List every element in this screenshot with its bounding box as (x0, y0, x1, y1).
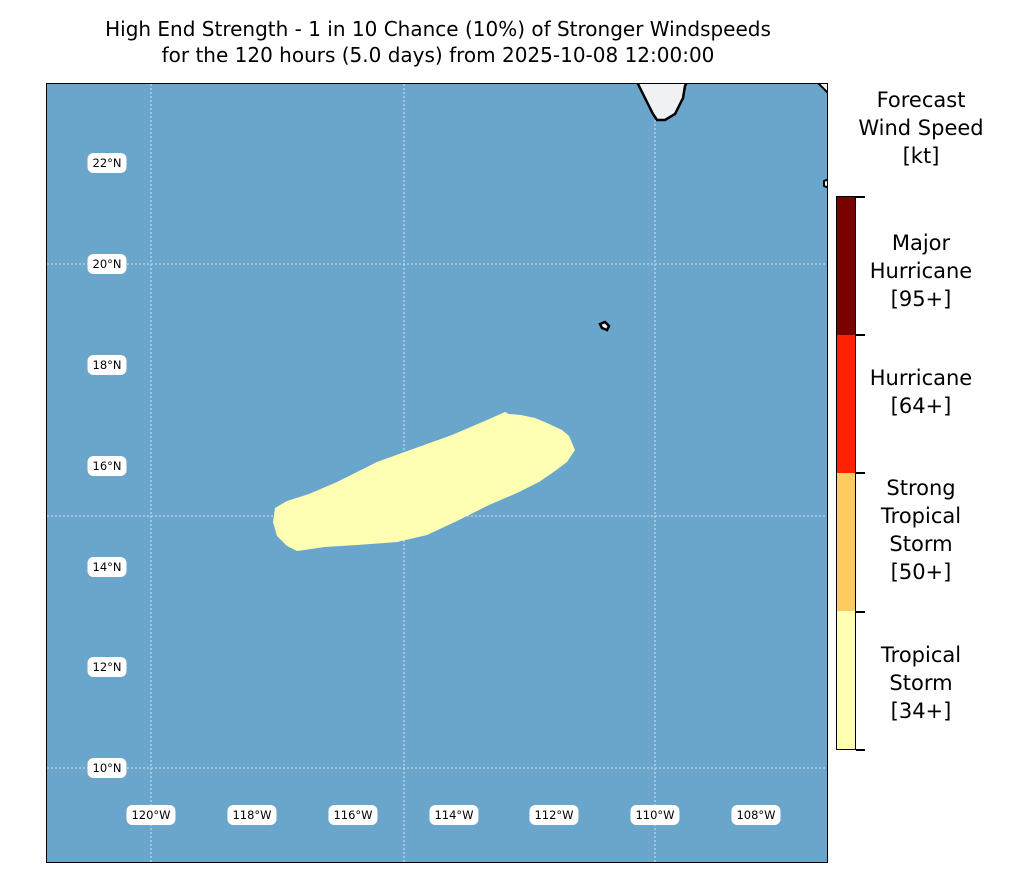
colorbar-label-line: Hurricane (869, 259, 973, 283)
lat-label-16n: 16°N (87, 456, 127, 476)
map-title-line-1: High End Strength - 1 in 10 Chance (10%)… (105, 17, 771, 41)
colorbar-label-line: Tropical (880, 643, 962, 667)
colorbar-tick (856, 196, 865, 198)
colorbar-label-major-hurricane: Major Hurricane [95+] (836, 229, 1006, 313)
colorbar-title: Forecast Wind Speed [kt] (836, 86, 1006, 170)
colorbar-label-hurricane: Hurricane [64+] (836, 364, 1006, 420)
lat-label-14n: 14°N (87, 557, 127, 577)
land-baja-california-tip (636, 84, 688, 122)
colorbar-label-line: Strong (886, 476, 956, 500)
wind-swath-tropical-storm (273, 412, 575, 551)
land-isla-socorro (598, 320, 611, 332)
lat-label-20n: 20°N (87, 254, 127, 274)
lat-label-18n: 18°N (87, 355, 127, 375)
lon-label-120w: 120°W (126, 805, 176, 825)
colorbar-label-line: Major (891, 231, 951, 255)
colorbar-title-line-1: Forecast (876, 88, 966, 112)
map-canvas (47, 84, 827, 862)
lat-label-12n: 12°N (87, 657, 127, 677)
land-mexico-mainland (817, 84, 827, 94)
colorbar-tick (856, 749, 865, 751)
colorbar-label-strong-tropical-storm: Strong Tropical Storm [50+] (836, 474, 1006, 586)
colorbar-tick (856, 611, 865, 613)
colorbar (836, 196, 856, 750)
land-coast-fragment (823, 178, 827, 189)
lon-label-116w: 116°W (328, 805, 378, 825)
lon-label-112w: 112°W (529, 805, 579, 825)
colorbar-label-line: [95+] (890, 287, 952, 311)
colorbar-title-line-3: [kt] (902, 144, 940, 168)
colorbar-tick (856, 334, 865, 336)
colorbar-label-line: Storm (889, 532, 953, 556)
colorbar-label-line: [34+] (890, 699, 952, 723)
lat-label-10n: 10°N (87, 758, 127, 778)
colorbar-label-line: [64+] (890, 394, 952, 418)
lat-label-22n: 22°N (87, 153, 127, 173)
colorbar-segment-major-hurricane (837, 197, 855, 335)
lon-label-110w: 110°W (630, 805, 680, 825)
colorbar-title-line-2: Wind Speed (858, 116, 984, 140)
colorbar-segment-strong-tropical-storm (837, 473, 855, 611)
lon-label-118w: 118°W (227, 805, 277, 825)
colorbar-segment-tropical-storm (837, 611, 855, 749)
colorbar-label-line: Storm (889, 671, 953, 695)
map-title: High End Strength - 1 in 10 Chance (10%)… (0, 16, 876, 68)
colorbar-label-tropical-storm: Tropical Storm [34+] (836, 641, 1006, 725)
colorbar-segment-hurricane (837, 335, 855, 473)
colorbar-label-line: [50+] (890, 560, 952, 584)
map-title-line-2: for the 120 hours (5.0 days) from 2025-1… (161, 43, 715, 67)
lon-label-108w: 108°W (731, 805, 781, 825)
colorbar-label-line: Hurricane (869, 366, 973, 390)
colorbar-label-line: Tropical (880, 504, 962, 528)
lon-label-114w: 114°W (429, 805, 479, 825)
colorbar-tick (856, 472, 865, 474)
map-panel[interactable]: 22°N 20°N 18°N 16°N 14°N 12°N 10°N 120°W… (46, 83, 828, 863)
